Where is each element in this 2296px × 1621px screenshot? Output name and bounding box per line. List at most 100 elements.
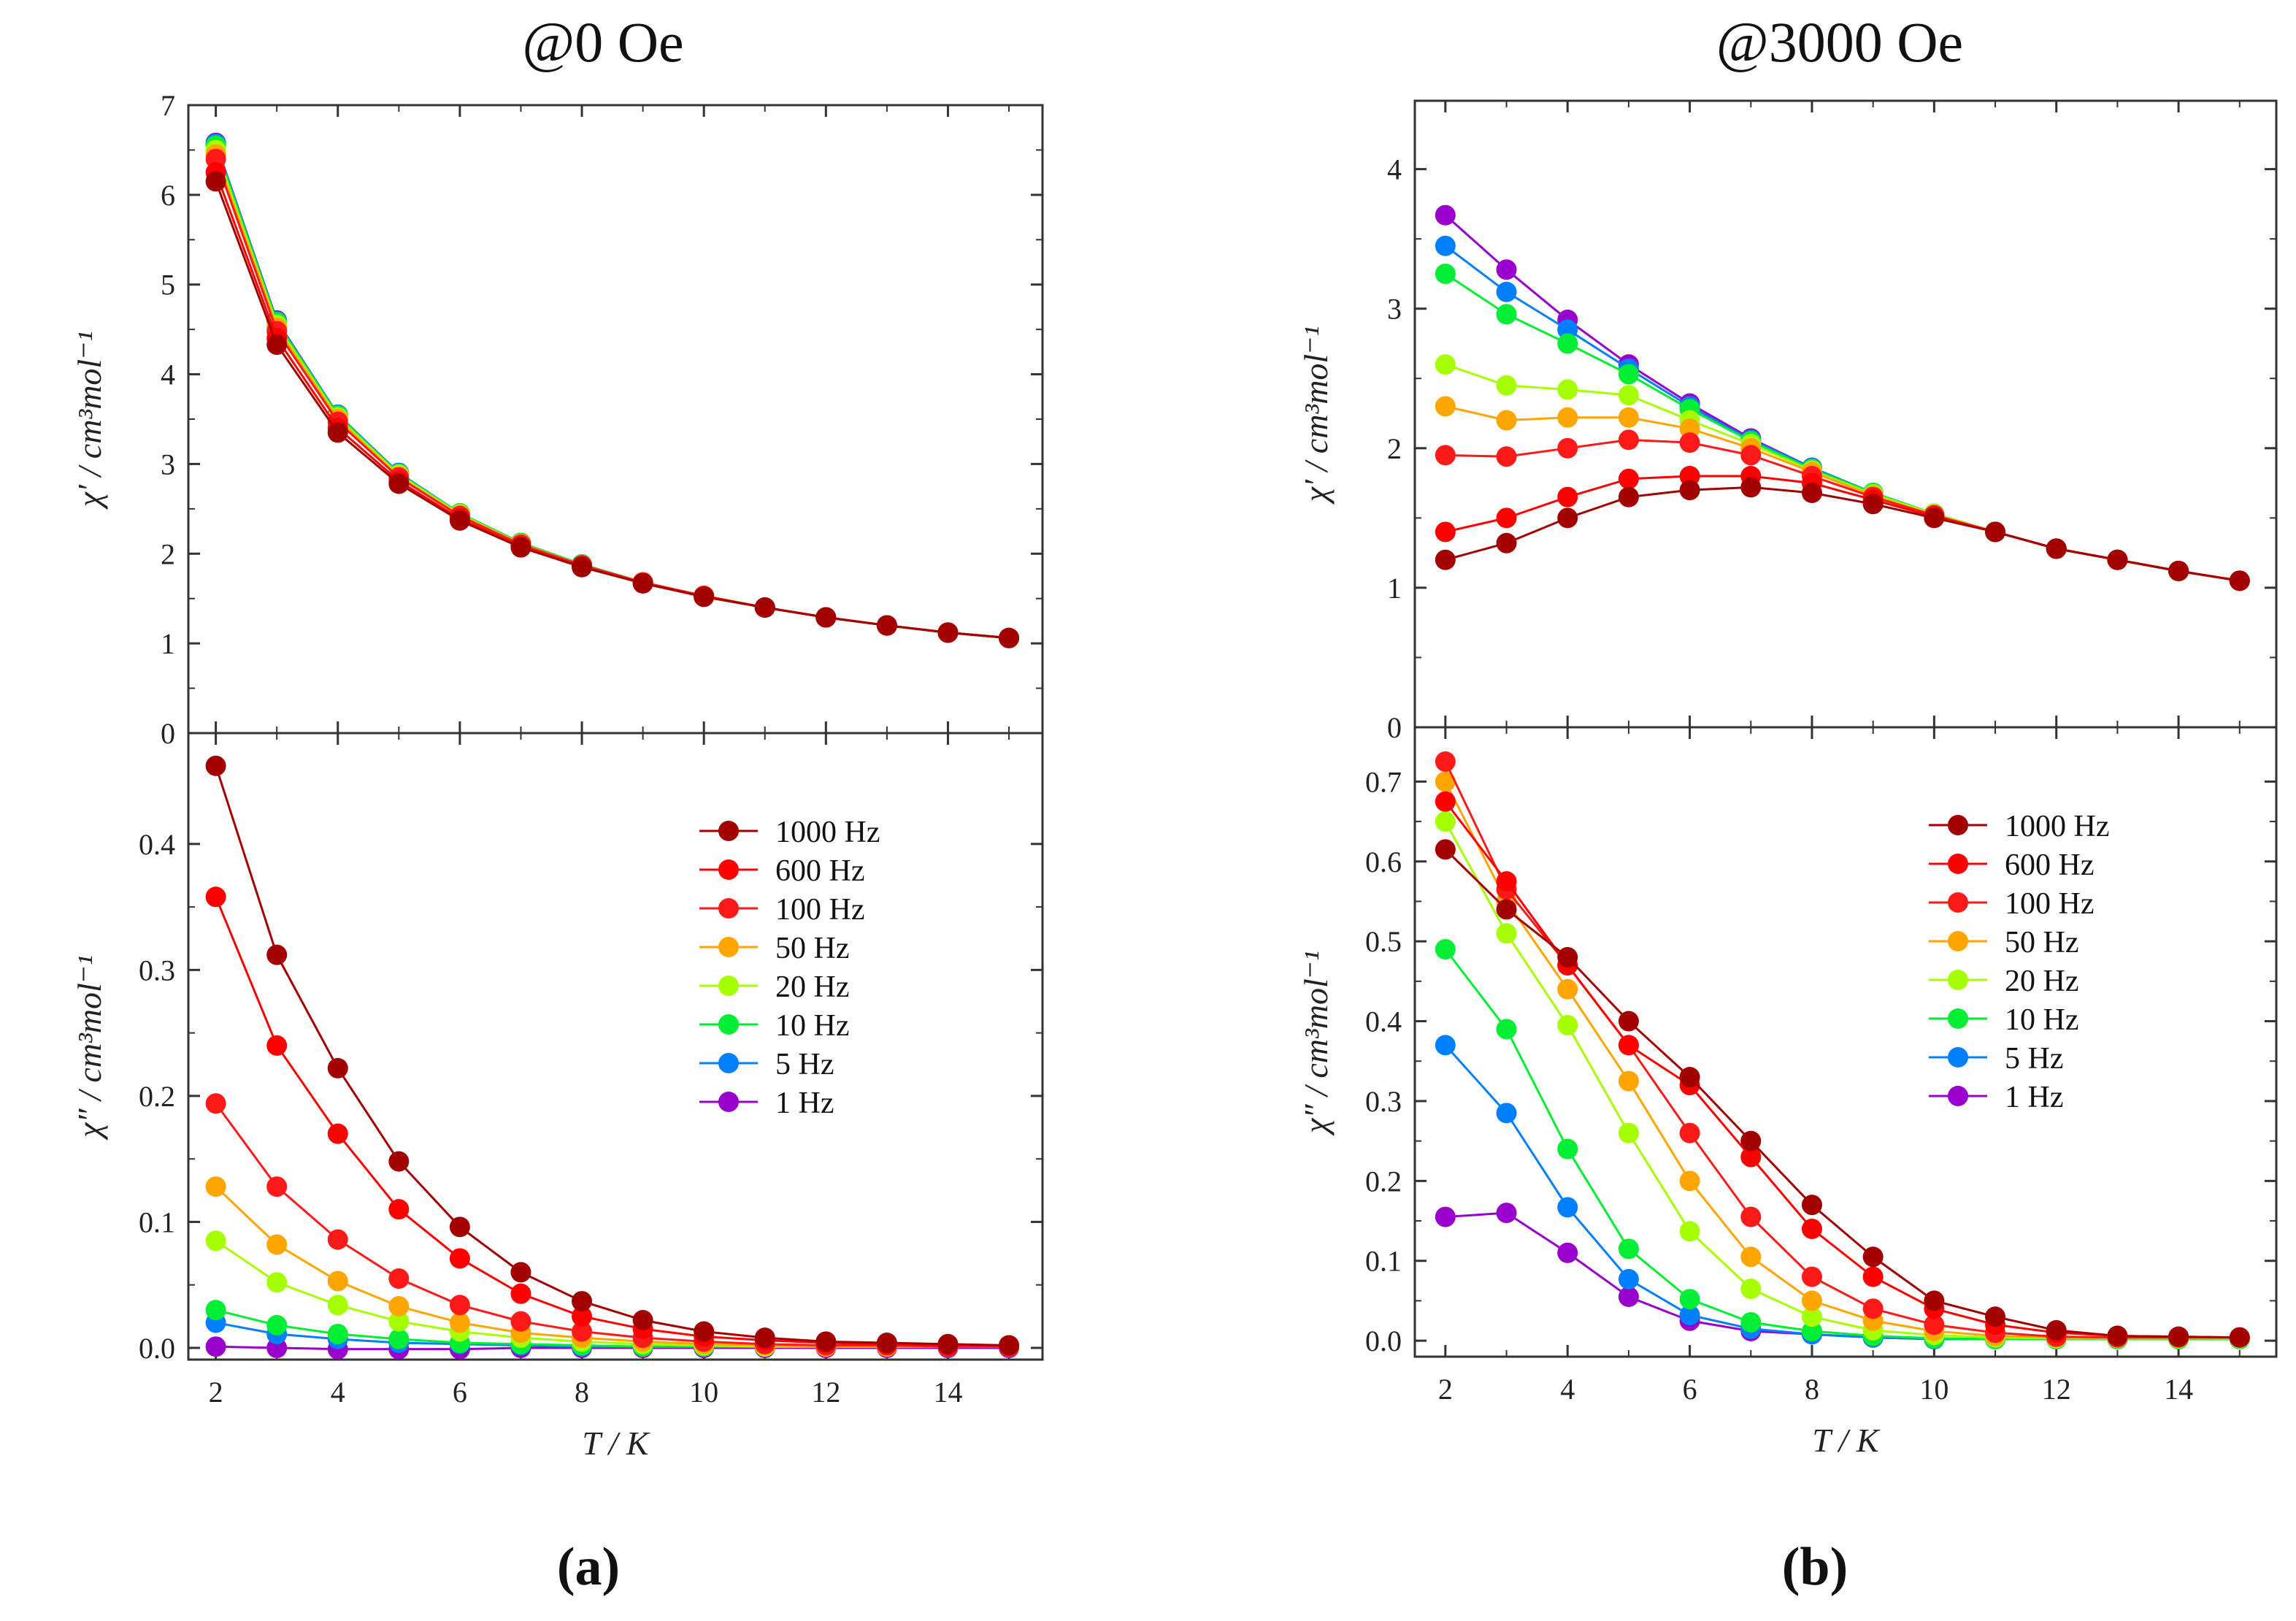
- data-point: [1740, 1311, 1762, 1333]
- y-tick-label: 0.0: [1365, 1325, 1402, 1357]
- legend-marker: [718, 859, 739, 880]
- data-point: [1557, 407, 1578, 428]
- data-point: [1618, 364, 1639, 385]
- data-point: [1496, 410, 1517, 431]
- data-point: [1435, 791, 1456, 812]
- data-point: [1435, 354, 1456, 375]
- legend-label: 1 Hz: [775, 1087, 834, 1120]
- legend-label: 20 Hz: [2005, 965, 2078, 998]
- data-point: [205, 1230, 226, 1252]
- y-tick-label: 0.7: [1365, 765, 1402, 798]
- data-point: [1801, 1290, 1822, 1311]
- x-tick-label: 2: [209, 1376, 223, 1409]
- series-1000hz: [205, 755, 1020, 1356]
- data-point: [266, 944, 288, 965]
- data-point: [1679, 1305, 1700, 1326]
- y-axis-label: χ″ / cm³mol⁻¹: [1297, 951, 1335, 1136]
- data-point: [999, 1335, 1020, 1356]
- y-tick-label: 4: [1387, 153, 1402, 186]
- data-point: [2168, 560, 2189, 581]
- data-point: [266, 1176, 288, 1197]
- y-axis-label: χ′ / cm³mol⁻¹: [1297, 326, 1335, 505]
- y-tick-label: 5: [161, 269, 175, 302]
- legend-item: 10 Hz: [1929, 1003, 2078, 1037]
- series-1000hz: [1435, 839, 2250, 1348]
- data-point: [1618, 468, 1639, 489]
- data-point: [1435, 839, 1456, 860]
- y-tick-label: 6: [161, 179, 175, 212]
- data-point: [327, 1123, 348, 1144]
- legend-marker: [718, 1092, 739, 1112]
- series-line: [215, 180, 1010, 640]
- data-point: [266, 334, 288, 356]
- data-point: [388, 1151, 410, 1172]
- data-point: [1801, 1320, 1822, 1341]
- legend-item: 1000 Hz: [699, 816, 880, 849]
- legend-label: 100 Hz: [2005, 887, 2094, 921]
- plot-frame: [187, 732, 1044, 1361]
- legend-item: 100 Hz: [1929, 887, 2094, 921]
- data-point: [632, 572, 653, 594]
- data-point: [2046, 538, 2067, 559]
- series-1hz: [205, 132, 1020, 648]
- data-point: [266, 1234, 288, 1255]
- y-tick-label: 0.6: [1365, 846, 1402, 878]
- data-point: [1557, 486, 1578, 507]
- data-point: [1435, 235, 1456, 256]
- data-point: [1618, 1238, 1639, 1260]
- data-point: [1435, 1035, 1456, 1056]
- series-20hz: [1435, 354, 2250, 591]
- series-1000hz: [1435, 477, 2250, 591]
- data-point: [388, 1328, 410, 1349]
- x-tick-label: 2: [1438, 1373, 1453, 1406]
- data-point: [1435, 1206, 1456, 1227]
- series-100hz: [1435, 751, 2250, 1348]
- data-point: [1557, 379, 1578, 400]
- data-point: [1740, 1206, 1762, 1227]
- data-point: [2168, 1326, 2189, 1347]
- data-point: [1435, 445, 1456, 466]
- data-point: [815, 1331, 837, 1352]
- legend-label: 10 Hz: [2005, 1003, 2078, 1037]
- data-point: [1496, 899, 1517, 920]
- series-line: [215, 145, 1010, 640]
- legend-label: 600 Hz: [775, 854, 864, 888]
- data-point: [1801, 1266, 1822, 1287]
- data-point: [266, 1035, 288, 1056]
- data-point: [694, 586, 715, 608]
- series-line: [1444, 1044, 2240, 1341]
- data-point: [1679, 432, 1700, 453]
- x-tick-label: 4: [331, 1376, 345, 1409]
- y-tick-label: 0.4: [1365, 1005, 1402, 1038]
- data-point: [1496, 446, 1517, 467]
- data-point: [1740, 1246, 1762, 1268]
- series-600hz: [1435, 791, 2250, 1348]
- data-point: [754, 1327, 775, 1349]
- y-tick-label: 2: [1387, 432, 1402, 465]
- data-point: [1679, 1122, 1700, 1143]
- data-point: [1557, 333, 1578, 354]
- data-point: [632, 1309, 653, 1330]
- data-point: [1435, 939, 1456, 960]
- data-point: [1679, 480, 1700, 501]
- data-point: [1618, 1070, 1639, 1092]
- data-point: [1557, 1015, 1578, 1036]
- data-point: [2107, 1325, 2128, 1346]
- data-point: [937, 1333, 959, 1354]
- legend-item: 20 Hz: [699, 970, 849, 1004]
- data-point: [1496, 281, 1517, 302]
- data-point: [2046, 1319, 2067, 1341]
- y-tick-label: 0: [161, 717, 175, 750]
- data-point: [1740, 445, 1762, 466]
- series-100hz: [1435, 429, 2250, 591]
- data-point: [754, 597, 775, 618]
- legend-marker: [1948, 1086, 1968, 1106]
- series-5hz: [205, 133, 1020, 648]
- data-point: [327, 1229, 348, 1250]
- legend-label: 20 Hz: [775, 970, 849, 1004]
- legend-label: 1000 Hz: [2005, 810, 2109, 843]
- data-point: [1618, 429, 1639, 451]
- series-1000hz: [205, 171, 1020, 648]
- x-tick-label: 14: [933, 1376, 962, 1409]
- series-line: [1444, 848, 2240, 1339]
